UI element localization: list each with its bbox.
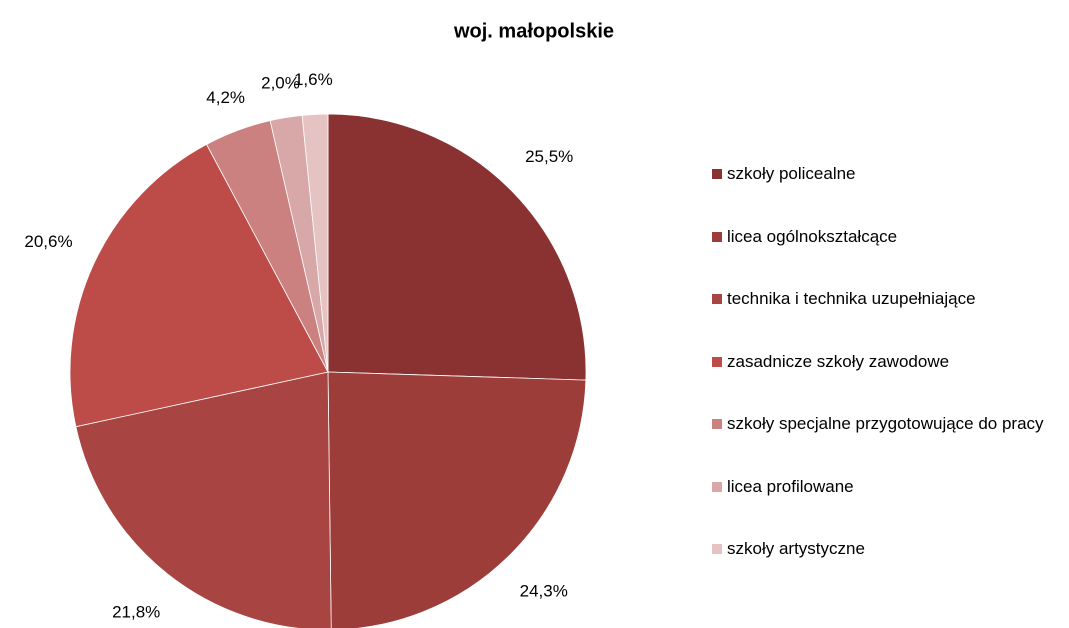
data-label: 25,5% xyxy=(525,147,573,166)
legend-swatch xyxy=(712,169,722,179)
legend-item: licea profilowane xyxy=(712,473,1057,500)
legend-label: szkoły specjalne przygotowujące do pracy xyxy=(727,414,1044,433)
legend-item: szkoły artystyczne xyxy=(712,535,1057,562)
legend-swatch xyxy=(712,356,722,367)
pie-slice xyxy=(327,113,587,381)
data-label: 4,2% xyxy=(206,88,245,107)
chart-title: woj. małopolskie xyxy=(453,20,614,42)
legend-label: zasadnicze szkoły zawodowe xyxy=(727,351,950,371)
legend-label: szkoły artystyczne xyxy=(727,539,865,558)
data-label: 20,6% xyxy=(24,232,72,251)
legend-label: szkoły policealne xyxy=(727,164,856,183)
data-label: 2,0% xyxy=(261,73,300,92)
legend-label: technika i technika uzupełniające xyxy=(727,289,976,308)
legend-item: zasadnicze szkoły zawodowe xyxy=(712,348,1057,375)
legend-swatch xyxy=(712,231,722,242)
pie-slice xyxy=(69,143,329,428)
data-label: 24,3% xyxy=(520,581,568,600)
legend-swatch xyxy=(712,419,722,429)
legend-item: licea ogólnokształcące xyxy=(712,223,1057,250)
legend-item: technika i technika uzupełniające xyxy=(712,285,1057,312)
pie-slice xyxy=(75,371,332,628)
legend-swatch xyxy=(712,294,722,304)
pie-slice xyxy=(301,113,329,373)
legend-label: licea ogólnokształcące xyxy=(727,226,898,246)
data-label: 21,8% xyxy=(112,602,160,621)
legend-label: licea profilowane xyxy=(727,476,854,496)
legend-swatch xyxy=(712,481,722,492)
legend-item: szkoły specjalne przygotowujące do pracy xyxy=(712,410,1057,437)
legend-swatch xyxy=(712,544,722,554)
legend-item: szkoły policealne xyxy=(712,160,1057,187)
data-label: 1,6% xyxy=(294,70,333,89)
pie-slice xyxy=(327,371,587,628)
